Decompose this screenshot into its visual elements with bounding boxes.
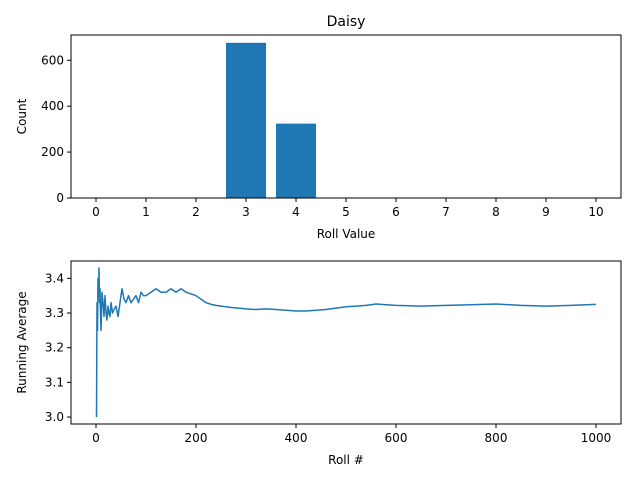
x-tick-label: 1 <box>142 205 150 219</box>
running-average-line <box>95 267 597 418</box>
y-axis-label: Count <box>15 98 29 134</box>
x-tick-label: 3 <box>242 205 250 219</box>
bar-3 <box>226 42 266 198</box>
x-tick-label: 7 <box>442 205 450 219</box>
x-tick-label: 10 <box>588 205 603 219</box>
y-tick-label: 400 <box>41 99 64 113</box>
x-tick-label: 2 <box>192 205 200 219</box>
x-tick-label: 0 <box>92 431 100 445</box>
y-axis-label: Running Average <box>15 291 29 393</box>
x-tick-label: 200 <box>185 431 208 445</box>
plot-frame <box>70 260 622 425</box>
x-axis-label: Roll Value <box>317 227 376 241</box>
y-tick-label: 200 <box>41 145 64 159</box>
y-tick-label: 600 <box>41 53 64 67</box>
x-tick-label: 600 <box>385 431 408 445</box>
bar-4 <box>276 123 316 198</box>
y-tick-label: 3.1 <box>45 375 64 389</box>
y-tick-label: 3.4 <box>45 271 64 285</box>
y-tick-label: 3.0 <box>45 410 64 424</box>
chart-title: Daisy <box>327 14 366 30</box>
line-chart-axes: 0 200 400 600 800 1000 3.0 3.1 3.2 3.3 3.4 <box>45 260 622 445</box>
y-tick-label: 0 <box>56 191 64 205</box>
x-axis-label: Roll # <box>328 453 364 467</box>
x-tick-label: 8 <box>492 205 500 219</box>
bar-chart-axes: 0 1 2 3 4 5 6 7 8 9 10 0 200 400 600 <box>41 34 622 219</box>
x-tick-label: 4 <box>292 205 300 219</box>
y-tick-label: 3.3 <box>45 306 64 320</box>
line-series <box>95 267 597 418</box>
y-tick-label: 3.2 <box>45 341 64 355</box>
plot-frame <box>70 34 622 199</box>
x-tick-label: 400 <box>285 431 308 445</box>
x-tick-label: 800 <box>485 431 508 445</box>
bar-series <box>226 42 316 198</box>
x-tick-label: 1000 <box>581 431 612 445</box>
x-tick-label: 5 <box>342 205 350 219</box>
x-tick-label: 0 <box>92 205 100 219</box>
x-tick-label: 9 <box>542 205 550 219</box>
x-tick-label: 6 <box>392 205 400 219</box>
